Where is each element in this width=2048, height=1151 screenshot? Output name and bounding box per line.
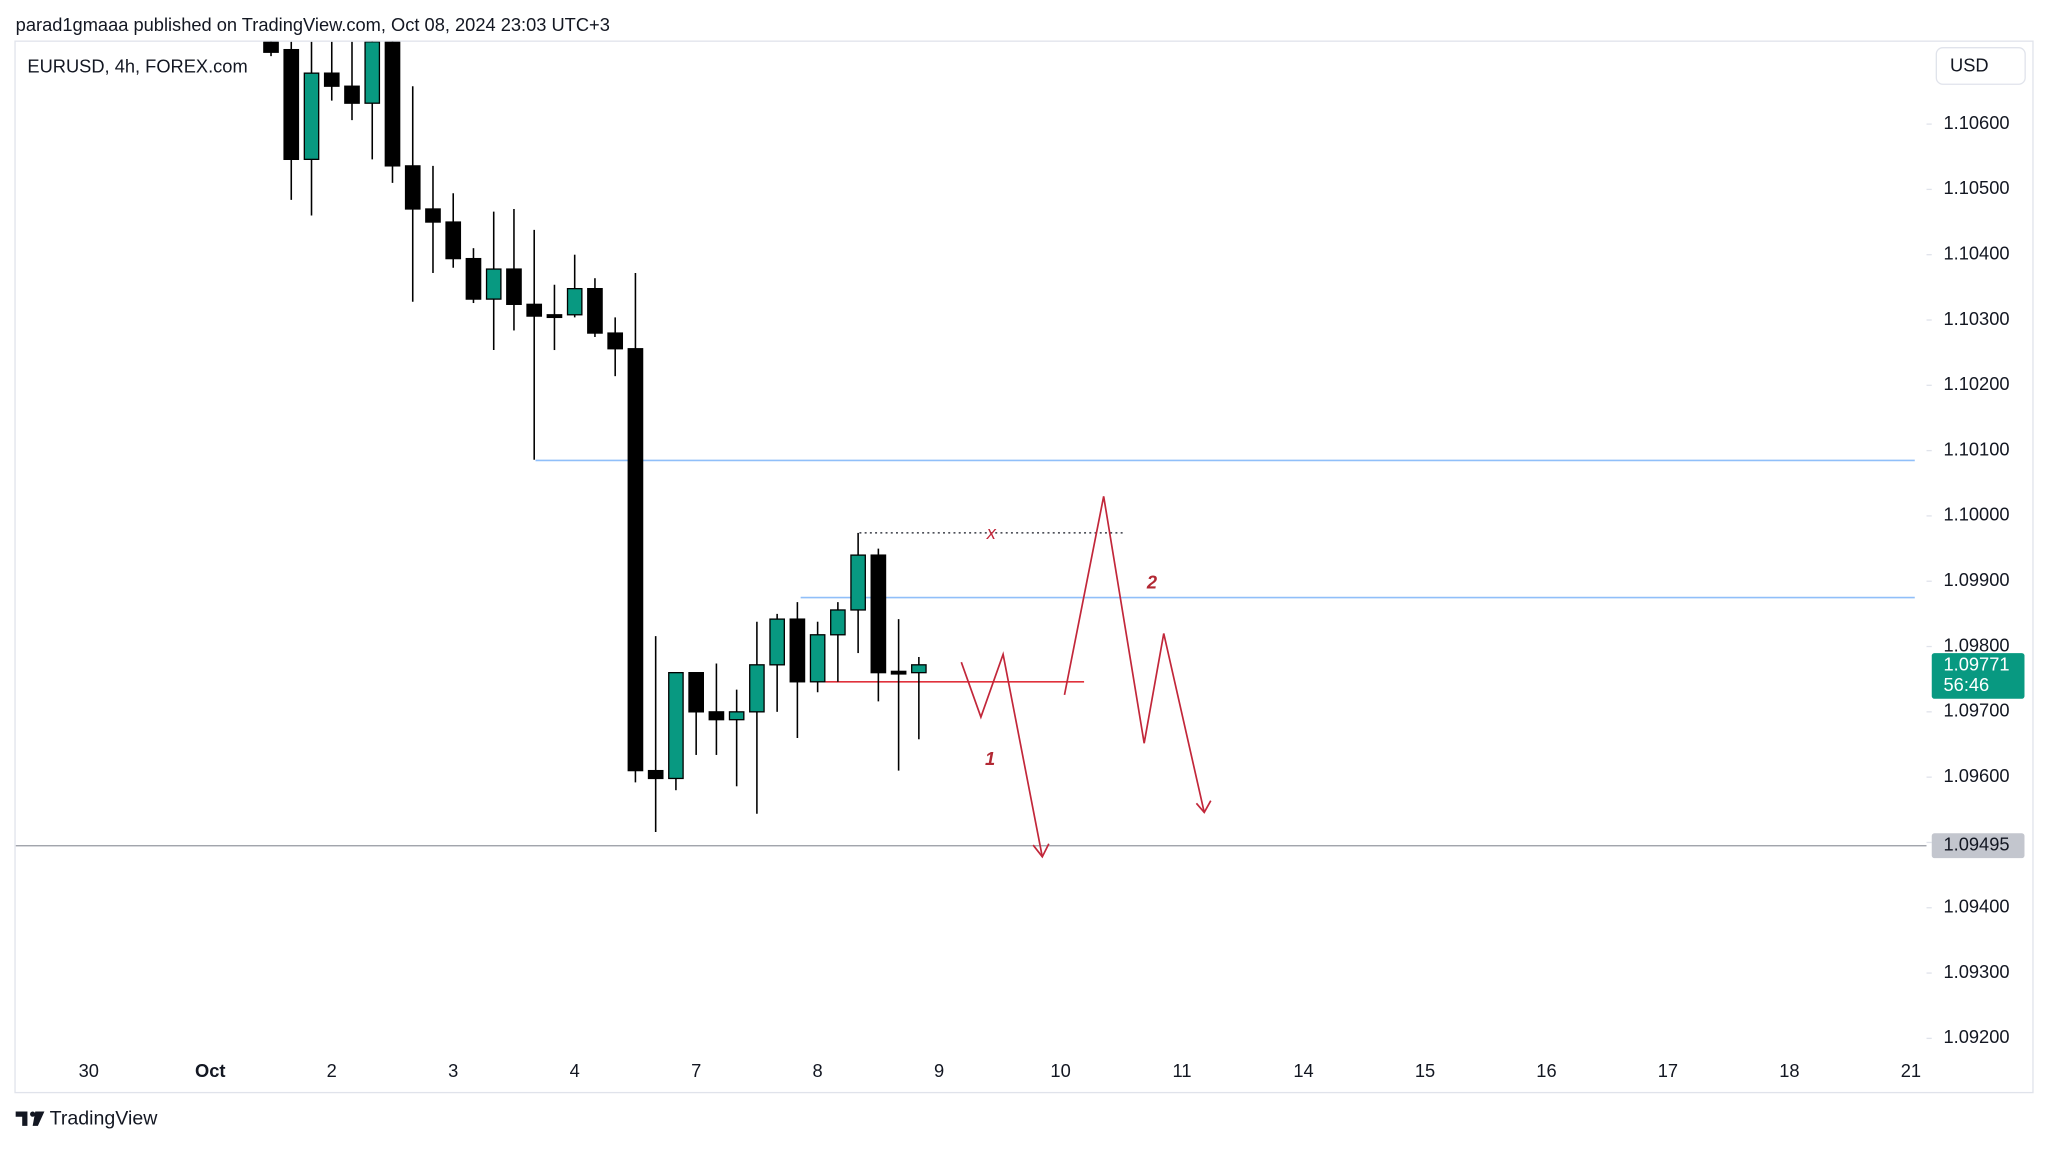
brand-text: TradingView: [50, 1108, 159, 1130]
candle-body: [566, 288, 583, 316]
x-tick-label: 7: [691, 1060, 701, 1081]
x-tick-label: 30: [79, 1060, 99, 1081]
publish-header: parad1gmaaa published on TradingView.com…: [16, 14, 610, 35]
candle-body: [850, 554, 866, 611]
candle-body: [404, 165, 421, 210]
candle-body: [384, 41, 401, 167]
chart-frame: [14, 40, 2034, 1094]
candle-body: [688, 672, 704, 713]
y-tick-label: 1.10200: [1944, 373, 2010, 394]
candle-body: [283, 48, 300, 161]
y-tick-label: 1.09200: [1944, 1026, 2010, 1047]
candle-body: [668, 672, 684, 780]
y-tick-label: 1.09700: [1944, 700, 2010, 721]
x-tick-label: 16: [1536, 1060, 1556, 1081]
candle-body: [728, 711, 745, 721]
y-tick-label: 1.10300: [1944, 308, 2010, 329]
x-tick-label: Oct: [195, 1060, 225, 1081]
annotation: 2: [1146, 572, 1157, 593]
logo-dot: [30, 1111, 36, 1117]
x-tick-label: 8: [813, 1060, 823, 1081]
x-tick-label: 10: [1050, 1060, 1070, 1081]
candle-body: [323, 72, 340, 87]
currency-label[interactable]: USD: [1950, 54, 1989, 75]
forecast-path-1: [960, 651, 1044, 857]
plot-area: [15, 41, 1927, 847]
forecast-path-2: [1063, 496, 1206, 813]
candle-body: [425, 208, 441, 223]
chart-title: EURUSD, 4h, FOREX.com: [27, 56, 247, 77]
x-tick-label: 21: [1901, 1060, 1921, 1081]
x-tick-label: 14: [1293, 1060, 1313, 1081]
candle-body: [830, 609, 846, 636]
brand-logo: [15, 1111, 45, 1126]
x-tick-label: 3: [448, 1060, 458, 1081]
candle-body: [587, 288, 603, 334]
candle-body: [344, 85, 360, 104]
last-price-label: 1.09771: [1944, 653, 2010, 674]
x-tick-label: 17: [1658, 1060, 1678, 1081]
candle-body: [445, 221, 462, 260]
candle-body: [506, 268, 522, 305]
currency-box[interactable]: [1935, 47, 2026, 85]
candle-body: [870, 554, 887, 674]
candle-body: [364, 41, 381, 104]
y-tick-label: 1.09600: [1944, 765, 2010, 786]
y-tick-label: 1.10400: [1944, 243, 2010, 264]
candle-body: [911, 664, 927, 674]
candle-body: [708, 711, 725, 721]
candle-body: [647, 769, 664, 780]
y-tick-label: 1.09900: [1944, 569, 2010, 590]
logo-icon: [15, 1111, 45, 1126]
y-tick-label: 1.10000: [1944, 504, 2010, 525]
price-line-label: 1.09495: [1944, 834, 2010, 855]
arrow-head: [1032, 843, 1050, 859]
x-tick-label: 4: [570, 1060, 580, 1081]
annotation: 1: [985, 748, 995, 769]
x-tick-label: 2: [327, 1060, 337, 1081]
candle-body: [627, 348, 644, 772]
price-line-box: [1931, 833, 2025, 859]
candle-body: [263, 41, 279, 53]
x-tick-label: 18: [1779, 1060, 1799, 1081]
candle-body: [526, 303, 543, 317]
x-tick-label: 9: [934, 1060, 944, 1081]
candle-body: [303, 72, 320, 161]
y-tick-label: 1.10600: [1944, 112, 2010, 133]
candle-body: [465, 257, 482, 300]
candle-body: [607, 332, 624, 350]
x-tick-label: 15: [1415, 1060, 1435, 1081]
candle-body: [485, 268, 502, 300]
y-tick-label: 1.09400: [1944, 896, 2010, 917]
arrow-head: [1195, 800, 1212, 814]
forecast-drawings: [960, 496, 1212, 859]
candle-body: [749, 664, 765, 713]
countdown-label: 56:46: [1944, 674, 1990, 695]
last-price-box: [1931, 653, 2025, 699]
y-tick-label: 1.10500: [1944, 177, 2010, 198]
candle-body: [769, 618, 785, 666]
candle-body: [890, 670, 907, 675]
candle-body: [789, 618, 806, 683]
candle-body: [546, 314, 563, 319]
annotation: x: [986, 522, 997, 543]
candle-body: [809, 634, 826, 683]
x-tick-label: 11: [1173, 1060, 1192, 1081]
y-tick-label: 1.09800: [1944, 634, 2010, 655]
y-tick-label: 1.09300: [1944, 961, 2010, 982]
y-tick-label: 1.10100: [1944, 438, 2010, 459]
